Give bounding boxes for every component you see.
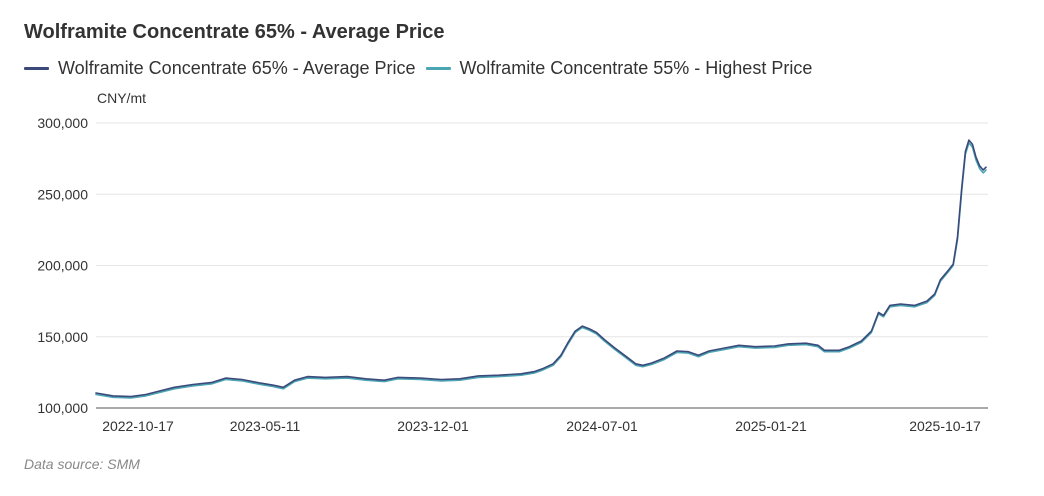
legend-label-series-1: Wolframite Concentrate 65% - Average Pri… (58, 58, 416, 78)
x-tick-label: 2025-01-21 (735, 418, 807, 434)
legend-swatch-series-1 (24, 67, 49, 70)
legend-item-series-1[interactable]: Wolframite Concentrate 65% - Average Pri… (24, 58, 416, 79)
x-tick-label: 2023-05-11 (230, 418, 301, 434)
data-source-note: Data source: SMM (24, 456, 140, 472)
y-axis-unit-label: CNY/mt (97, 90, 146, 106)
legend-swatch-series-2 (425, 67, 451, 70)
y-tick-label: 100,000 (37, 400, 88, 416)
legend: Wolframite Concentrate 65% - Average Pri… (24, 58, 822, 79)
x-tick-label: 2024-07-01 (566, 418, 638, 434)
series-line-2 (95, 142, 987, 399)
chart-title: Wolframite Concentrate 65% - Average Pri… (24, 21, 445, 43)
x-tick-label: 2025-10-17 (909, 418, 981, 434)
legend-label-series-2: Wolframite Concentrate 55% - Highest Pri… (459, 58, 813, 78)
y-tick-label: 250,000 (37, 186, 88, 202)
x-tick-label: 2022-10-17 (102, 418, 174, 434)
series-line-1 (95, 139, 987, 398)
legend-item-series-2[interactable]: Wolframite Concentrate 55% - Highest Pri… (425, 58, 813, 79)
y-tick-label: 200,000 (37, 258, 88, 274)
y-tick-label: 150,000 (37, 329, 88, 345)
x-tick-label: 2023-12-01 (397, 418, 469, 434)
y-tick-label: 300,000 (37, 115, 88, 131)
